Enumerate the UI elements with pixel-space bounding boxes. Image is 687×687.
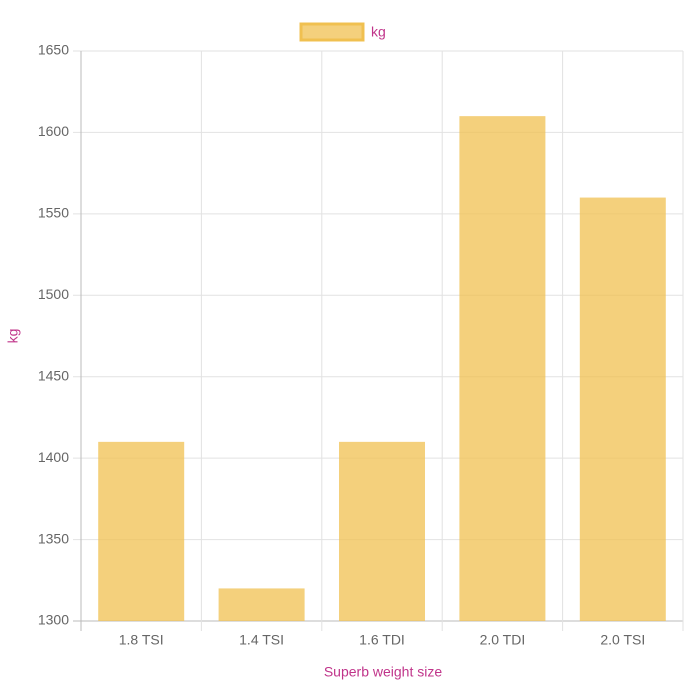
bar	[459, 116, 546, 622]
legend-swatch	[299, 22, 365, 42]
x-tick-label: 1.4 TSI	[239, 632, 284, 648]
x-tick-label: 1.8 TSI	[119, 632, 164, 648]
bar	[98, 441, 185, 621]
x-tick-label: 1.6 TDI	[359, 632, 405, 648]
y-tick-label: 1350	[38, 530, 69, 546]
y-tick-label: 1650	[38, 42, 69, 58]
y-tick-label: 1400	[38, 449, 69, 465]
y-tick-label: 1450	[38, 367, 69, 383]
y-axis-title: kg	[5, 329, 21, 344]
legend-label: kg	[371, 24, 386, 40]
bar	[218, 588, 305, 621]
x-tick-label: 2.0 TSI	[600, 632, 645, 648]
bar	[339, 441, 425, 621]
y-tick-label: 1550	[38, 205, 69, 221]
x-tick-label: 2.0 TDI	[480, 632, 526, 648]
y-tick-label: 1600	[38, 123, 69, 139]
y-tick-label: 1300	[38, 612, 69, 628]
x-axis-title: Superb weight size	[324, 664, 443, 680]
y-tick-label: 1500	[38, 286, 69, 302]
bar	[579, 197, 666, 622]
